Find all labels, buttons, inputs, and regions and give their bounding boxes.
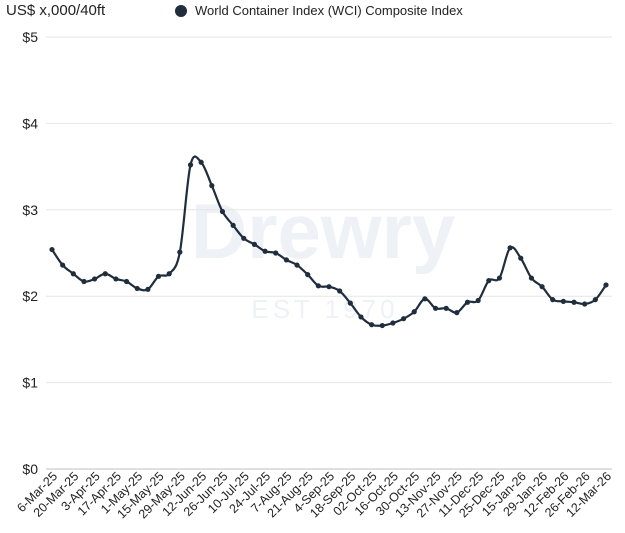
data-point: [177, 249, 183, 255]
data-point: [337, 288, 343, 294]
data-point: [187, 162, 194, 168]
data-point: [315, 283, 321, 289]
data-point: [464, 299, 471, 305]
data-point: [592, 297, 598, 303]
data-point: [486, 278, 492, 284]
data-point: [198, 159, 204, 165]
data-point: [358, 314, 364, 320]
data-point: [60, 262, 66, 268]
y-axis-unit-label: US$ x,000/40ft: [6, 2, 106, 19]
data-point: [134, 285, 140, 292]
data-point: [113, 276, 119, 282]
data-point: [49, 246, 55, 253]
data-point: [273, 250, 279, 256]
data-point: [209, 183, 215, 189]
y-tick-label: $1: [22, 375, 38, 391]
data-point: [241, 235, 247, 241]
data-point: [475, 297, 481, 304]
y-tick-label: $5: [22, 29, 38, 45]
data-point: [550, 297, 556, 303]
data-point: [251, 241, 258, 247]
data-point: [560, 298, 566, 304]
data-point: [400, 316, 407, 322]
data-point: [603, 282, 609, 288]
y-tick-label: $3: [22, 202, 38, 218]
watermark-subtext: EST 1970: [251, 294, 398, 324]
watermark-logo: Drewry: [191, 187, 455, 275]
y-tick-label: $4: [22, 115, 38, 131]
data-point: [571, 299, 577, 305]
data-point: [294, 262, 300, 268]
data-point: [70, 271, 76, 277]
data-point: [230, 222, 236, 228]
data-point: [432, 305, 439, 311]
chart-legend: World Container Index (WCI) Composite In…: [175, 3, 463, 18]
data-point: [347, 300, 353, 306]
data-point: [145, 286, 151, 292]
legend-marker: [175, 4, 187, 17]
data-point: [422, 296, 428, 302]
data-point: [390, 320, 396, 326]
data-point: [496, 275, 503, 281]
data-point: [283, 257, 289, 263]
data-point: [528, 275, 535, 281]
data-point: [443, 305, 449, 311]
data-point: [219, 208, 226, 215]
data-point: [123, 278, 130, 285]
y-tick-label: $0: [22, 461, 38, 477]
y-tick-label: $2: [22, 288, 38, 304]
data-point: [411, 309, 417, 315]
data-point: [582, 301, 588, 307]
data-point: [518, 255, 524, 261]
data-point: [92, 276, 98, 282]
data-point: [539, 284, 545, 290]
data-point: [454, 310, 460, 316]
data-point: [326, 284, 332, 290]
data-point: [262, 248, 268, 254]
data-point: [166, 271, 172, 277]
data-point: [379, 322, 385, 329]
legend-label: World Container Index (WCI) Composite In…: [195, 3, 463, 18]
data-point: [155, 273, 162, 279]
data-point: [102, 271, 108, 277]
data-point: [507, 245, 513, 251]
data-point: [305, 272, 311, 278]
data-point: [81, 278, 87, 285]
data-point: [369, 322, 375, 328]
